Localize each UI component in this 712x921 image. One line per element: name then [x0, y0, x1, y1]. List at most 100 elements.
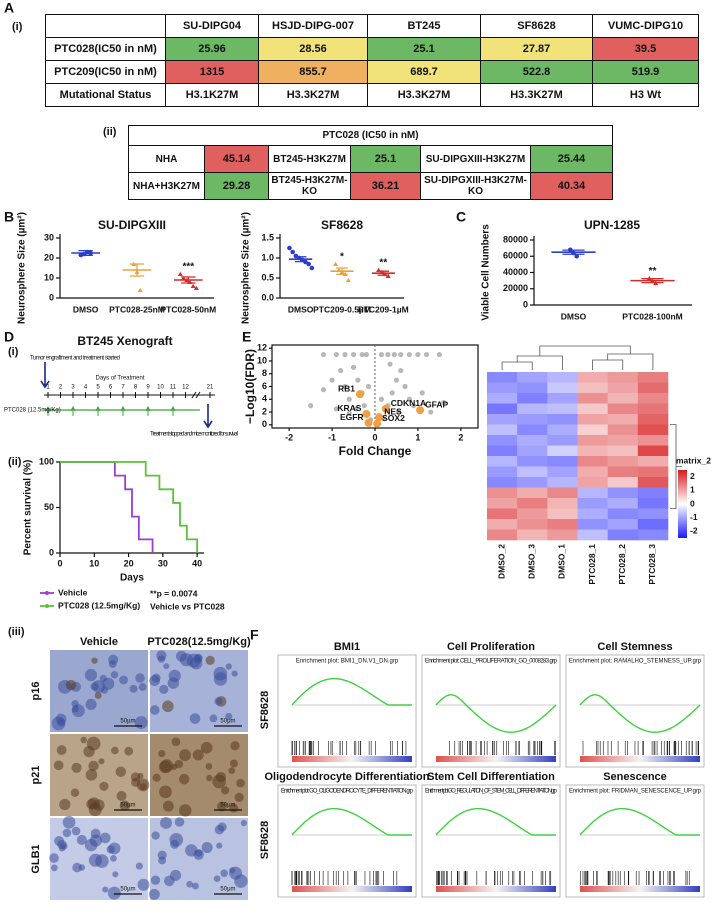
heatmap-cell: [487, 382, 518, 394]
column-header: PTC028(12.5mg/Kg): [147, 636, 251, 648]
heatmap-cell: [547, 445, 578, 457]
significance: **: [379, 258, 387, 269]
day-label: 10: [157, 385, 164, 391]
cell-nucleus: [216, 842, 223, 849]
panel-title: Stem Cell Differentiation: [427, 771, 555, 783]
y-tick-label: 0: [49, 292, 54, 302]
gene-point: [333, 406, 339, 412]
gene-point: [361, 403, 367, 409]
y-tick-label: 20000: [503, 283, 528, 293]
heatmap-cell: [547, 508, 578, 520]
heatmap-cell: [547, 519, 578, 530]
y-tick-label: 4: [262, 394, 267, 404]
cell-nucleus: [149, 675, 160, 686]
data-point: [287, 245, 292, 251]
heatmap-cell: [577, 477, 608, 488]
column-header: BT245: [367, 14, 481, 38]
cell-nucleus: [102, 886, 109, 893]
x-tick-label: -2: [285, 432, 293, 442]
cell-nucleus: [62, 815, 76, 829]
scale-label: 50µm: [220, 887, 235, 893]
cell-nucleus: [220, 869, 229, 878]
x-tick-label: 30: [158, 558, 168, 568]
rank-bar: [292, 886, 412, 892]
cell-nucleus: [107, 886, 121, 900]
heatmap-cell: [547, 403, 578, 415]
heatmap-cell: [577, 424, 608, 436]
cell-nucleus: [240, 819, 247, 827]
day-label: 1: [46, 385, 50, 391]
gene-point: [333, 351, 339, 358]
value-cell: H3.1K27M: [165, 83, 259, 107]
column-header: Vehicle: [80, 636, 118, 648]
cell-nucleus: [71, 826, 81, 836]
dose-arrow: [120, 405, 126, 416]
cell-nucleus: [135, 673, 145, 683]
gene-label: CDKN1A: [391, 398, 426, 408]
heatmap-cell: [637, 445, 669, 457]
annotation: Vehicle vs PTC028: [150, 601, 225, 611]
y-tick-label: 0: [523, 299, 528, 309]
plot-name: Enrichment plot: GO_REGULATION_OF_STEM_C…: [425, 789, 558, 795]
cell-nucleus: [214, 697, 223, 706]
heatmap-cell: [547, 529, 578, 541]
cell-nucleus: [88, 760, 99, 772]
gene-point: [423, 351, 430, 358]
column-label: PTC028_1: [587, 544, 597, 585]
cell-nucleus: [57, 718, 66, 727]
error-bar: [336, 267, 348, 276]
plot-name: Enrichment plot: FRIDMAN_SENESCENCE_UP.g…: [569, 789, 702, 795]
heatmap-cell: [637, 382, 669, 394]
highlight-gene: [362, 409, 371, 418]
scale-label: 50µm: [120, 803, 135, 809]
heatmap-cell: [547, 414, 578, 425]
gene-point: [320, 387, 327, 393]
panel-label: C: [456, 209, 466, 225]
heatmap-cell: [607, 477, 639, 488]
value-cell: H3.3K27M: [258, 83, 368, 107]
error-bar: [78, 249, 93, 257]
cell-nucleus: [193, 654, 203, 664]
cell-nucleus: [80, 736, 87, 744]
cell-nucleus: [131, 777, 141, 787]
cell-nucleus: [99, 781, 109, 791]
heatmap-cell: [607, 424, 639, 436]
cell-nucleus: [116, 790, 127, 801]
y-tick-label: 0: [49, 547, 54, 557]
row-header: PTC028(IC50 in nM): [45, 37, 166, 61]
cell-nucleus: [85, 769, 98, 781]
value-cell: 25.1: [350, 145, 421, 173]
panel-title: Cell Stemness: [597, 641, 672, 653]
gene-point: [428, 409, 434, 415]
timeline-title: Days of Treatment: [95, 376, 144, 382]
cell-nucleus: [152, 773, 161, 782]
heatmap-cell: [577, 487, 608, 499]
day-label: 21: [207, 385, 214, 391]
cell-nucleus: [90, 682, 99, 691]
error-bar: [294, 256, 307, 263]
value-cell: 28.56: [258, 37, 368, 61]
y-tick-label: 10: [257, 355, 267, 365]
label-cell: BT245-H3K27M-KO: [268, 172, 351, 200]
column-header: VUMC-DIPG10: [592, 14, 699, 38]
x-tick-label: 1: [415, 432, 420, 442]
highlight-gene: [373, 419, 382, 428]
cell-nucleus: [174, 759, 184, 769]
x-tick-label: PTC028-50nM: [160, 304, 216, 314]
gene-point: [346, 410, 352, 416]
cell-nucleus: [169, 833, 184, 847]
panel-title: Cell Proliferation: [447, 641, 535, 653]
data-point: [309, 265, 315, 271]
heatmap-cell: [637, 424, 669, 436]
heatmap-cell: [577, 498, 608, 509]
cell-nucleus: [150, 875, 161, 885]
survival-curve: [60, 461, 154, 553]
cell-nucleus: [230, 741, 240, 751]
heatmap-cell: [577, 519, 608, 530]
cell-nucleus: [158, 856, 167, 865]
heatmap-cell: [607, 466, 639, 478]
cell-nucleus: [94, 692, 102, 699]
cell-nucleus: [178, 773, 190, 785]
heatmap-cell: [607, 435, 639, 446]
